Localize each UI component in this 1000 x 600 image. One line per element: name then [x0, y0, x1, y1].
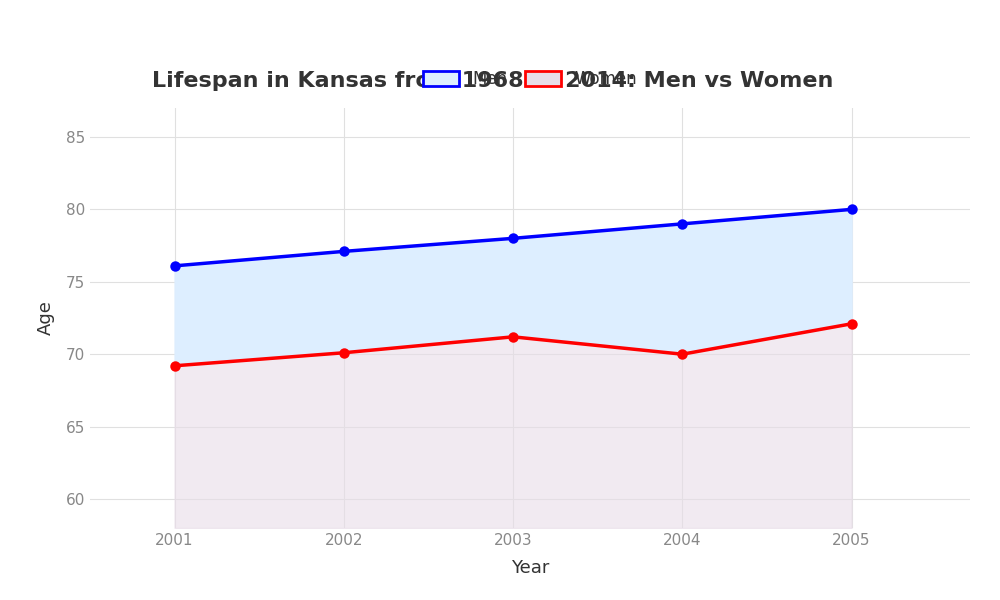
- Text: Lifespan in Kansas from 1968 to 2014: Men vs Women: Lifespan in Kansas from 1968 to 2014: Me…: [152, 71, 833, 91]
- X-axis label: Year: Year: [511, 559, 549, 577]
- Legend: Men, Women: Men, Women: [414, 62, 646, 97]
- Y-axis label: Age: Age: [37, 301, 55, 335]
